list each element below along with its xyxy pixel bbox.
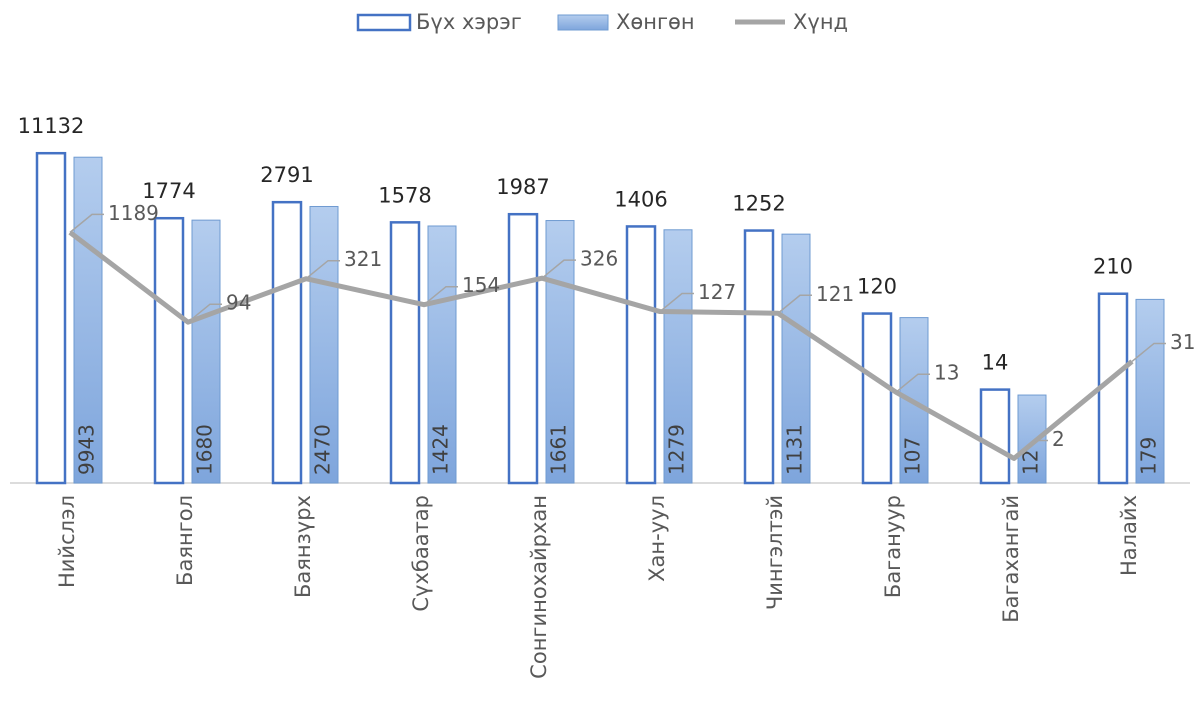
legend-swatch xyxy=(557,14,609,31)
leader-line xyxy=(541,259,576,279)
data-label: 127 xyxy=(698,280,736,304)
legend-swatch xyxy=(356,13,412,32)
x-tick-label: Налайх xyxy=(1117,495,1141,576)
x-tick-label: Нийслэл xyxy=(55,495,79,588)
data-label: 1987 xyxy=(496,175,549,199)
bar xyxy=(191,219,221,484)
x-tick-label: Баянзүрх xyxy=(291,495,315,598)
leader-line xyxy=(69,213,104,233)
bar xyxy=(35,151,67,485)
data-label: 1578 xyxy=(378,183,431,207)
data-label: 326 xyxy=(580,247,618,271)
data-label: 1774 xyxy=(142,179,195,203)
data-label: 1424 xyxy=(429,424,453,475)
bar xyxy=(663,229,693,484)
leader-line xyxy=(1013,439,1048,460)
leader-line xyxy=(777,294,812,314)
bar xyxy=(979,388,1011,485)
bar xyxy=(861,312,893,485)
data-label: 14 xyxy=(982,351,1009,375)
bar xyxy=(625,225,657,485)
bar xyxy=(309,205,339,484)
leader-line xyxy=(423,285,458,306)
line xyxy=(68,230,1134,461)
data-label: 94 xyxy=(226,291,251,315)
legend-label: Бүх хэрэг xyxy=(416,10,522,34)
x-tick-label: Чингэлтэй xyxy=(763,495,787,610)
data-label: 9943 xyxy=(75,424,99,475)
bar xyxy=(1135,298,1165,484)
data-label: 31 xyxy=(1170,330,1195,354)
data-label: 107 xyxy=(901,437,925,475)
data-label: 154 xyxy=(462,273,500,297)
data-label: 120 xyxy=(857,275,897,299)
data-label: 179 xyxy=(1137,437,1161,475)
data-label: 2470 xyxy=(311,424,335,475)
data-label: 1279 xyxy=(665,424,689,475)
bar xyxy=(743,229,775,485)
data-label: 210 xyxy=(1093,255,1133,279)
data-label: 2791 xyxy=(260,163,313,187)
bar xyxy=(427,225,457,484)
data-label: 321 xyxy=(344,247,382,271)
data-label: 121 xyxy=(816,282,854,306)
leader-line xyxy=(659,292,694,313)
bar xyxy=(781,233,811,484)
bar xyxy=(271,200,303,485)
bar xyxy=(1097,292,1129,485)
bar xyxy=(73,156,103,484)
data-label: 1680 xyxy=(193,424,217,475)
leader-line xyxy=(895,373,930,393)
bar xyxy=(507,212,539,485)
x-tick-label: Багануур xyxy=(881,495,905,598)
data-label: 1252 xyxy=(732,192,785,216)
leader-line xyxy=(305,259,340,280)
leader-line xyxy=(187,303,222,323)
data-label: 1406 xyxy=(614,187,667,211)
data-label: 1131 xyxy=(783,424,807,475)
bar xyxy=(389,221,421,485)
bar xyxy=(153,216,185,485)
x-tick-label: Баянгол xyxy=(173,495,197,586)
x-tick-label: Хан-уул xyxy=(645,495,669,582)
data-label: 1189 xyxy=(108,201,159,225)
x-tick-label: Сүхбаатар xyxy=(409,495,433,612)
data-label: 2 xyxy=(1052,427,1065,451)
x-tick-label: Сонгинохайрхан xyxy=(527,495,551,679)
leader-line xyxy=(1131,342,1166,363)
x-tick-label: Багахангай xyxy=(999,495,1023,623)
data-label: 11132 xyxy=(18,114,85,138)
legend-label: Хөнгөн xyxy=(616,10,695,34)
legend-label: Хүнд xyxy=(793,10,848,34)
data-label: 13 xyxy=(934,361,959,385)
data-label: 1661 xyxy=(547,424,571,475)
